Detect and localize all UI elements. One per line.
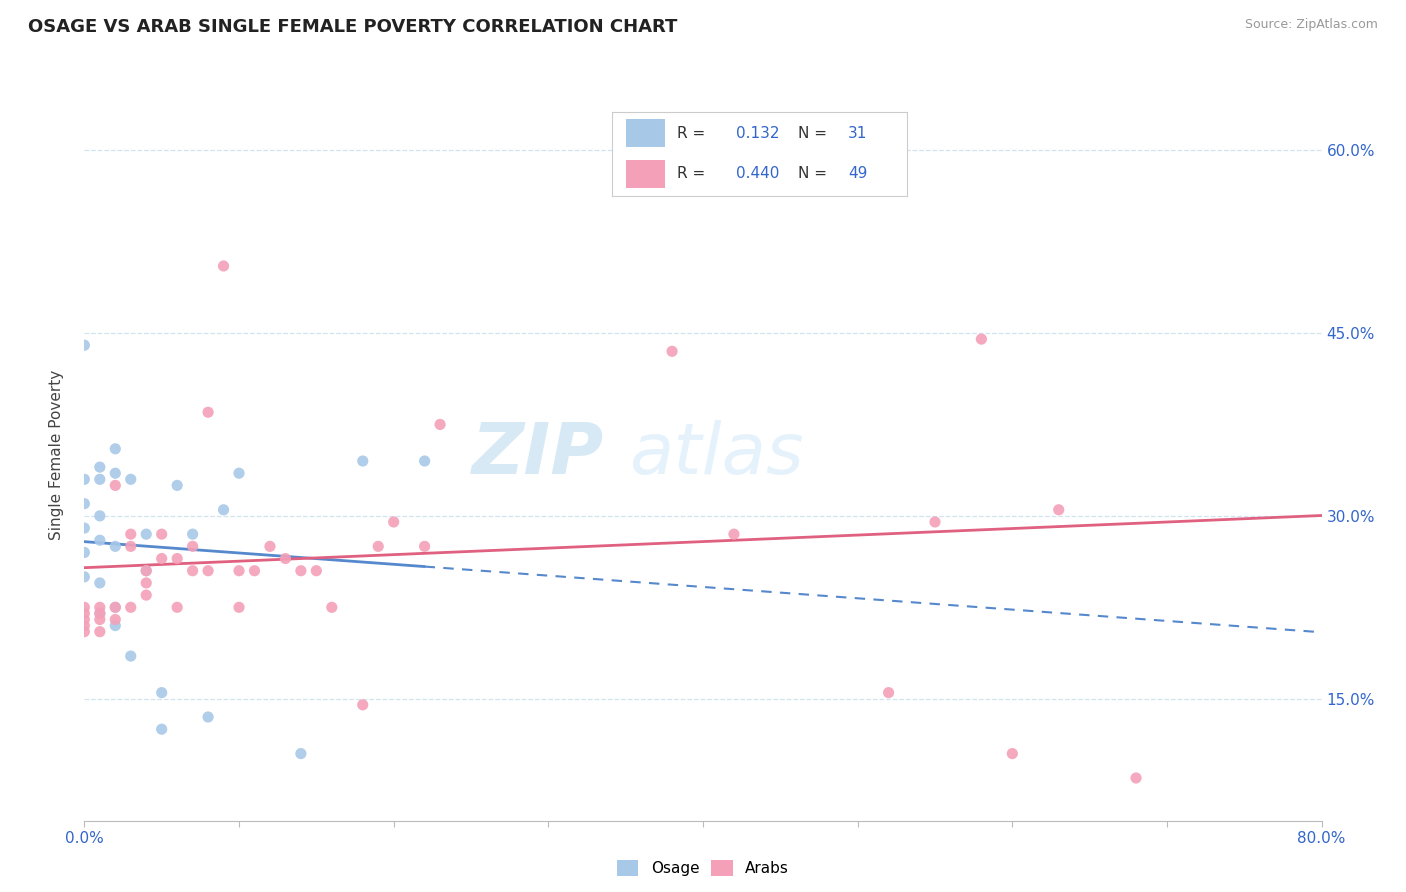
Point <box>197 564 219 578</box>
Legend: Osage, Arabs: Osage, Arabs <box>612 855 794 882</box>
Point <box>150 685 173 699</box>
Point <box>89 472 111 486</box>
Point <box>120 527 142 541</box>
Point <box>73 607 96 621</box>
Point <box>166 478 188 492</box>
Point <box>290 564 312 578</box>
Point <box>197 405 219 419</box>
Point <box>135 564 157 578</box>
Bar <box>627 120 665 147</box>
Point <box>243 564 266 578</box>
Point <box>181 564 204 578</box>
Point <box>1001 747 1024 761</box>
Point <box>228 564 250 578</box>
Point <box>228 600 250 615</box>
Text: atlas: atlas <box>628 420 803 490</box>
Point <box>73 472 96 486</box>
Point <box>73 624 96 639</box>
Point <box>352 454 374 468</box>
Point <box>73 570 96 584</box>
Point <box>429 417 451 432</box>
Point <box>661 344 683 359</box>
Point <box>104 613 127 627</box>
Point <box>89 624 111 639</box>
Point <box>104 478 127 492</box>
Point <box>723 527 745 541</box>
Point <box>290 747 312 761</box>
Point <box>89 460 111 475</box>
Point <box>212 259 235 273</box>
Point <box>89 508 111 523</box>
Point <box>73 497 96 511</box>
Text: 31: 31 <box>848 126 868 141</box>
Text: OSAGE VS ARAB SINGLE FEMALE POVERTY CORRELATION CHART: OSAGE VS ARAB SINGLE FEMALE POVERTY CORR… <box>28 18 678 36</box>
Point <box>135 527 157 541</box>
Point <box>73 521 96 535</box>
Point <box>73 338 96 352</box>
Point <box>382 515 405 529</box>
Point <box>104 539 127 553</box>
Point <box>181 527 204 541</box>
Point <box>166 551 188 566</box>
Text: R =: R = <box>676 166 704 181</box>
Point <box>89 607 111 621</box>
Point <box>73 600 96 615</box>
Point <box>150 551 173 566</box>
Point <box>413 539 436 553</box>
Point <box>1125 771 1147 785</box>
Point <box>73 618 96 632</box>
Point <box>104 600 127 615</box>
Point <box>228 466 250 480</box>
Text: Source: ZipAtlas.com: Source: ZipAtlas.com <box>1244 18 1378 31</box>
Text: 0.132: 0.132 <box>735 126 779 141</box>
Point <box>352 698 374 712</box>
Point <box>73 545 96 559</box>
Point <box>150 723 173 737</box>
Point <box>212 503 235 517</box>
Point <box>924 515 946 529</box>
Point <box>321 600 343 615</box>
Point <box>181 539 204 553</box>
Point <box>135 588 157 602</box>
Point <box>120 472 142 486</box>
Point <box>89 533 111 548</box>
Point <box>104 618 127 632</box>
Point <box>305 564 328 578</box>
Text: R =: R = <box>676 126 704 141</box>
Point <box>197 710 219 724</box>
Point <box>104 600 127 615</box>
Point <box>367 539 389 553</box>
Point <box>135 576 157 591</box>
Point <box>413 454 436 468</box>
Point <box>89 613 111 627</box>
Text: 49: 49 <box>848 166 868 181</box>
Point <box>120 600 142 615</box>
Point <box>150 527 173 541</box>
Point <box>104 442 127 456</box>
Point <box>120 539 142 553</box>
Text: ZIP: ZIP <box>472 420 605 490</box>
Point <box>692 137 714 152</box>
Text: 0.440: 0.440 <box>735 166 779 181</box>
Point <box>73 613 96 627</box>
Point <box>274 551 297 566</box>
Y-axis label: Single Female Poverty: Single Female Poverty <box>49 370 63 540</box>
Point <box>89 600 111 615</box>
Point <box>89 607 111 621</box>
Point <box>1047 503 1070 517</box>
Point <box>166 600 188 615</box>
Point <box>89 576 111 591</box>
Point <box>104 466 127 480</box>
Point <box>970 332 993 346</box>
Point <box>135 564 157 578</box>
Bar <box>627 160 665 188</box>
Point <box>259 539 281 553</box>
Text: N =: N = <box>797 166 827 181</box>
Point <box>877 685 900 699</box>
Point <box>120 649 142 664</box>
Text: N =: N = <box>797 126 827 141</box>
